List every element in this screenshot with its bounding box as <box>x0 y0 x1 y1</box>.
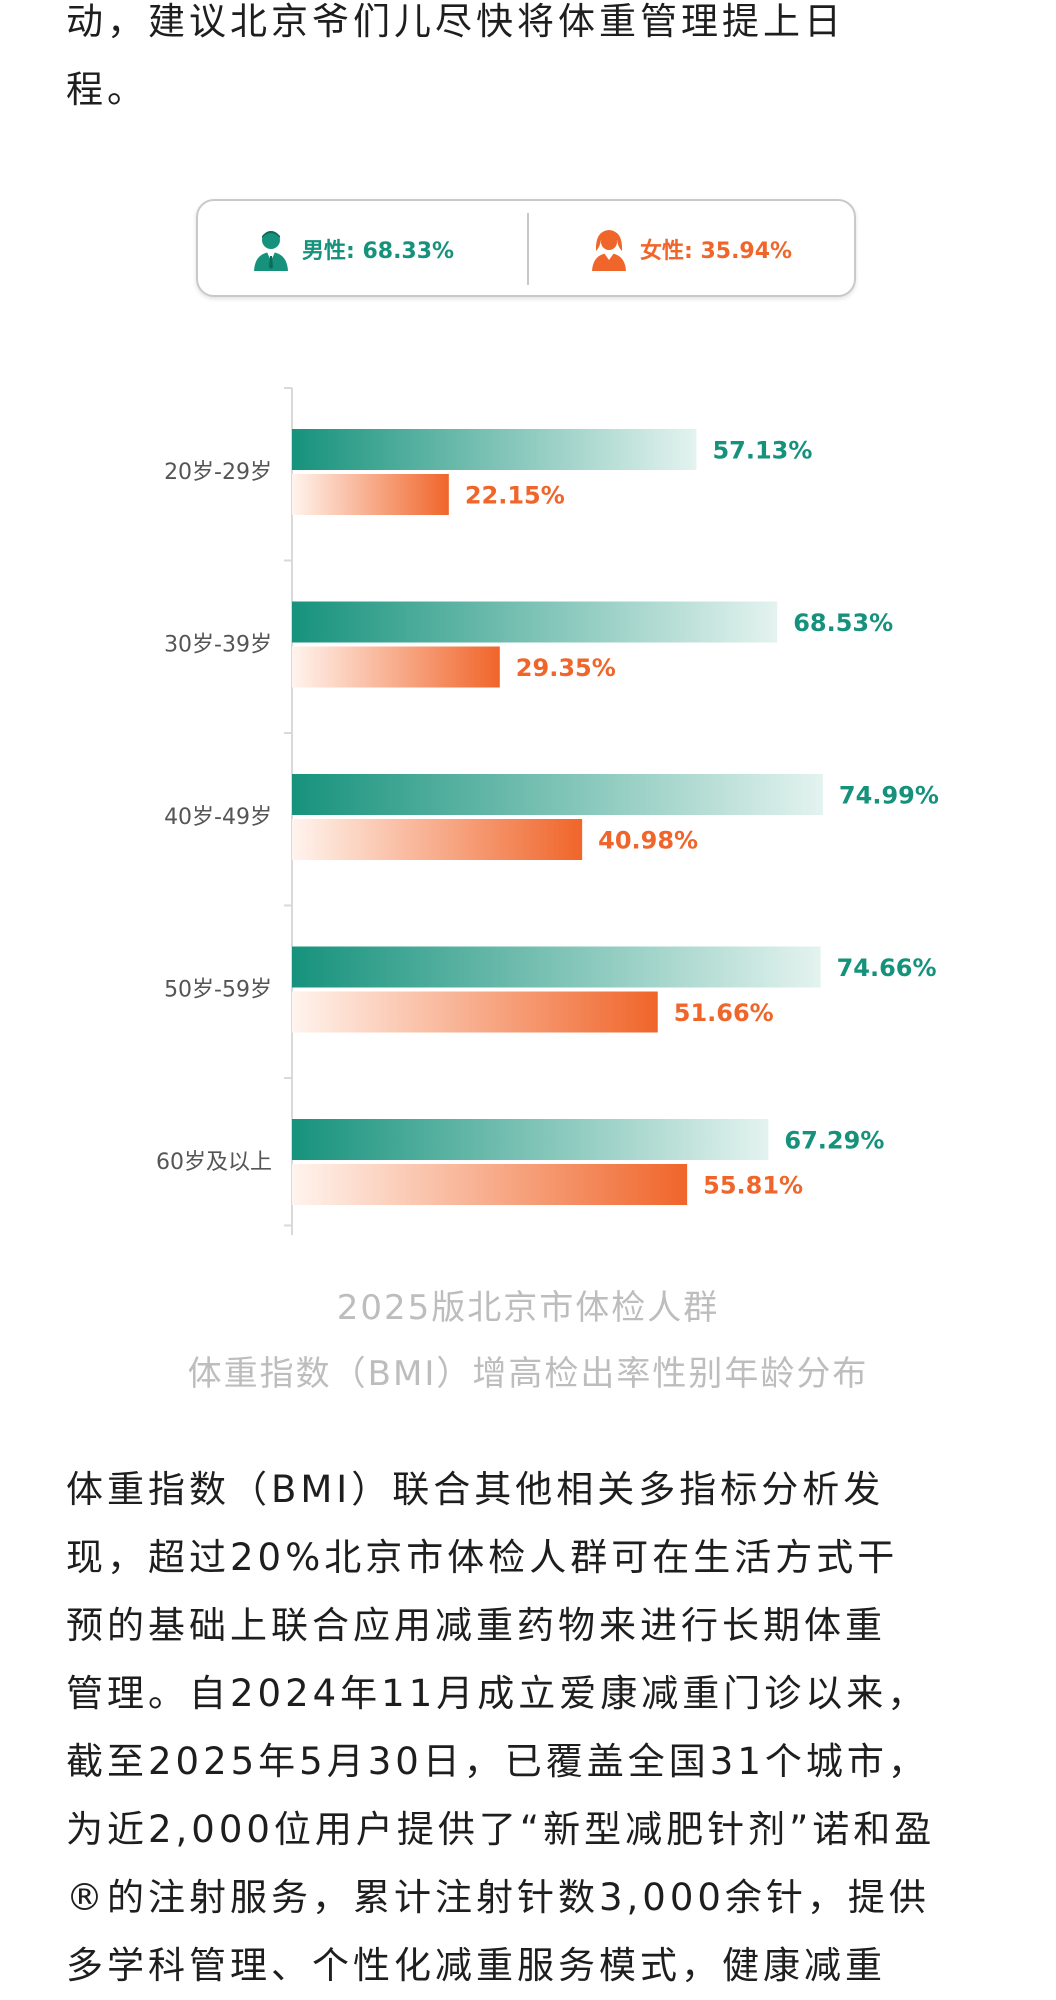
data-label-female: 40.98% <box>598 827 698 855</box>
article-text-line: 管理。自2024年11月成立爱康减重门诊以来， <box>66 1672 929 1715</box>
data-label-male: 57.13% <box>712 437 812 465</box>
data-label-male: 68.53% <box>793 609 893 637</box>
data-label-male: 74.66% <box>837 954 937 982</box>
article-text-bottom: 体重指数（BMI）联合其他相关多指标分析发 现，超过20%北京市体检人群可在生活方… <box>66 1456 996 2000</box>
data-label-female: 22.15% <box>465 482 565 510</box>
article-text-line: 截至2025年5月30日，已覆盖全国31个城市， <box>66 1740 929 1783</box>
chart-caption-line1: 2025版北京市体检人群 <box>336 1288 720 1328</box>
chart-caption-line2: 体重指数（BMI）增高检出率性别年龄分布 <box>187 1354 869 1394</box>
bar-female <box>292 991 658 1033</box>
bar-female <box>292 646 500 688</box>
male-person-icon <box>254 231 288 271</box>
article-text-line: 动，建议北京爷们儿尽快将体重管理提上日 <box>66 0 845 43</box>
article-text-line: 现，超过20%北京市体检人群可在生活方式干 <box>66 1536 899 1579</box>
data-label-female: 55.81% <box>703 1172 803 1200</box>
bar-male <box>292 601 778 643</box>
data-label-female: 29.35% <box>516 654 616 682</box>
category-label: 30岁-39岁 <box>164 633 272 658</box>
article-text-line: 体重指数（BMI）联合其他相关多指标分析发 <box>66 1468 885 1511</box>
legend-divider <box>527 213 529 285</box>
article-text-line: 为近2,000位用户提供了“新型减肥针剂”诺和盈 <box>66 1808 936 1851</box>
article-text-line: ®的注射服务，累计注射针数3,000余针，提供 <box>66 1876 930 1919</box>
female-person-icon <box>592 230 626 271</box>
bar-male <box>292 1119 769 1160</box>
legend-male-label: 男性: 68.33% <box>302 239 455 264</box>
article-text-line: 预的基础上联合应用减重药物来进行长期体重 <box>66 1604 886 1647</box>
bar-male <box>292 429 697 470</box>
article-text-line: 程。 <box>66 68 148 111</box>
bar-male <box>292 946 821 988</box>
legend-item-female: 女性: 35.94% <box>590 227 792 271</box>
data-label-male: 67.29% <box>784 1127 884 1155</box>
legend-female-label: 女性: 35.94% <box>640 239 793 264</box>
data-label-female: 51.66% <box>674 999 774 1027</box>
legend-item-male: 男性: 68.33% <box>252 227 454 271</box>
bar-male <box>292 774 823 815</box>
data-label-male: 74.99% <box>839 782 939 810</box>
category-label: 40岁-49岁 <box>164 805 272 830</box>
article-text-top: 动，建议北京爷们儿尽快将体重管理提上日 程。 <box>66 0 996 124</box>
category-label: 60岁及以上 <box>156 1150 272 1175</box>
category-label: 20岁-29岁 <box>164 460 272 485</box>
bar-female <box>292 819 583 860</box>
bar-female <box>292 474 449 515</box>
article-text-line: 多学科管理、个性化减重服务模式，健康减重 <box>66 1944 886 1987</box>
bar-female <box>292 1164 688 1205</box>
gender-legend: 男性: 68.33% 女性: 35.94% <box>196 199 856 297</box>
category-label: 50岁-59岁 <box>164 978 272 1003</box>
